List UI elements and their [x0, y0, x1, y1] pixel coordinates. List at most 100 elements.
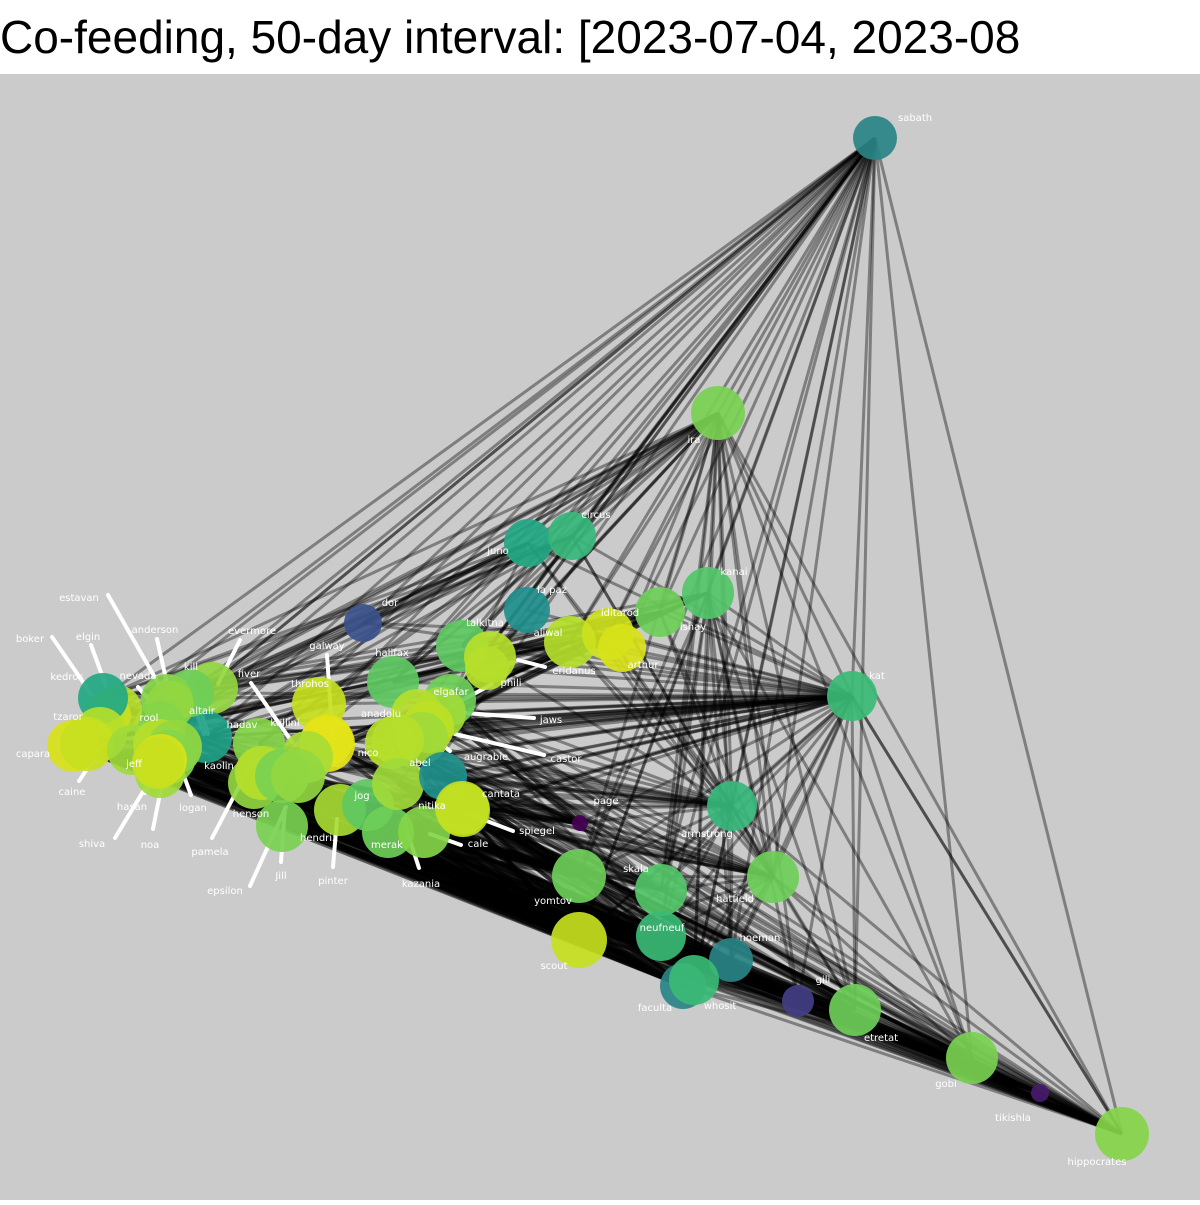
edge-hippocrates-hatfield — [772, 875, 1123, 1136]
edge-sabath-hippocrates — [873, 137, 1124, 1135]
node-phili[interactable] — [465, 646, 509, 690]
node-hatfield[interactable] — [747, 851, 799, 903]
node-circus[interactable] — [548, 512, 596, 560]
edge-kanai-etretat — [706, 592, 857, 1011]
node-label-cale: cale — [468, 839, 489, 850]
node-kazania[interactable] — [398, 806, 450, 858]
edge-circus-kill — [189, 534, 573, 695]
node-label-page: page — [594, 796, 619, 807]
edge-tikishla-cale — [461, 806, 1041, 1095]
node-label-faculta: faculta — [638, 1003, 672, 1014]
node-skala[interactable] — [635, 864, 687, 916]
edge-sabath-kat — [850, 137, 877, 697]
node-label-eridanus: eridanus — [552, 666, 595, 677]
edge-sabath-arthur — [620, 137, 877, 649]
edge-hatfield-castor — [427, 725, 774, 879]
edge-hippocrates-elgafar — [449, 698, 1123, 1136]
edge-sabath-iditarod — [606, 137, 877, 635]
node-layer — [47, 116, 1149, 1161]
node-label-hippocrates: hippocrates — [1068, 1157, 1127, 1168]
node-label-hadav: hadav — [227, 720, 258, 731]
node-armstrong[interactable] — [707, 781, 757, 831]
edge-kat-arthur — [621, 646, 853, 698]
edge-armstrong-juno — [526, 542, 734, 807]
edge-hippocrates-cantata — [442, 774, 1123, 1136]
edge-ira-kedros — [102, 411, 719, 700]
edge-kat-page — [579, 694, 853, 825]
node-etretat[interactable] — [829, 984, 881, 1036]
node-hendrix[interactable] — [271, 749, 325, 803]
node-gili[interactable] — [782, 985, 814, 1017]
node-nitika[interactable] — [372, 758, 424, 810]
edge-hatfield-etretat — [771, 876, 857, 1011]
edge-ira-gili — [716, 412, 800, 1002]
edge-kat-eridanus — [489, 655, 853, 698]
edge-kat-nevada — [159, 694, 853, 729]
node-label-pamela: pamela — [191, 847, 228, 858]
node-nico[interactable] — [365, 717, 417, 769]
node-spiegel[interactable] — [436, 783, 490, 837]
node-merak[interactable] — [362, 806, 414, 858]
node-label-henson: henson — [233, 809, 270, 820]
node-label-abel: abel — [409, 758, 430, 769]
edge-ira-hoeman — [716, 412, 733, 961]
node-tikishla[interactable] — [1031, 1084, 1049, 1102]
node-label-throhos: throhos — [291, 679, 329, 690]
node-juno[interactable] — [504, 519, 552, 567]
edge-hippocrates-armstrong — [731, 804, 1123, 1136]
node-label-nevada: nevada — [119, 671, 156, 682]
edge-armstrong-aliwal — [568, 640, 734, 808]
node-label-whosit: whosit — [704, 1001, 737, 1012]
edge-kat-kanai — [707, 591, 853, 698]
node-ishay[interactable] — [635, 587, 685, 637]
node-yomtov[interactable] — [552, 849, 606, 903]
node-page[interactable] — [572, 815, 588, 831]
edge-kat-juno — [527, 541, 853, 698]
edge-sabath-armstrong — [730, 137, 877, 807]
edge-kat-etretat — [850, 695, 857, 1011]
node-label-ira: ira — [687, 435, 700, 446]
node-neufneuf[interactable] — [636, 911, 686, 961]
edge-kat-yomtov — [578, 694, 853, 878]
node-label-aliwal: aliwal — [534, 628, 563, 639]
node-label-cantata: cantata — [482, 789, 520, 800]
edge-ira-gobi — [716, 412, 974, 1059]
node-caine[interactable] — [60, 717, 114, 771]
node-label-sabath: sabath — [898, 113, 932, 124]
node-ira[interactable] — [691, 386, 745, 440]
edge-armstrong-page — [579, 804, 733, 825]
edge-sabath-capara — [72, 136, 876, 748]
edge-sabath-halifax — [391, 137, 877, 683]
edge-sabath-hoeman — [729, 137, 877, 961]
node-scout[interactable] — [551, 912, 607, 968]
node-jill[interactable] — [256, 800, 308, 852]
edge-juno-dor — [362, 541, 529, 625]
edge-kat-cale — [461, 694, 853, 810]
edge-sabath-yomtov — [577, 137, 877, 877]
edge-kanai-gobi — [706, 592, 974, 1059]
node-whosit[interactable] — [669, 955, 719, 1005]
node-noa[interactable] — [132, 737, 184, 789]
node-sabath[interactable] — [853, 116, 897, 160]
node-la-paz[interactable] — [504, 587, 550, 633]
edge-kat-elgafar — [449, 694, 853, 702]
edge-ira-ishay — [658, 412, 720, 613]
edge-kat-cantata — [442, 694, 853, 778]
edge-ira-altair — [205, 411, 719, 739]
node-label-jog: jog — [353, 791, 369, 802]
node-kanai[interactable] — [682, 567, 734, 619]
node-dor[interactable] — [344, 604, 382, 642]
node-arthur[interactable] — [598, 624, 646, 672]
node-label-tikishla: tikishla — [995, 1113, 1031, 1124]
edge-hippocrates-whosit — [693, 978, 1123, 1136]
node-hippocrates[interactable] — [1095, 1107, 1149, 1161]
edge-kat-anadolu — [416, 694, 853, 717]
edge-sabath-hadav — [257, 136, 877, 746]
edge-armstrong-circus — [570, 535, 734, 807]
node-label-skala: skala — [623, 864, 649, 875]
node-label-evermore: evermore — [228, 626, 276, 637]
edge-kat-hatfield — [771, 695, 854, 878]
node-gobi[interactable] — [946, 1032, 998, 1084]
node-kat[interactable] — [827, 671, 877, 721]
node-hoeman[interactable] — [709, 938, 753, 982]
